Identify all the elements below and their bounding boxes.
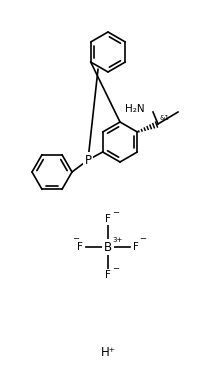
Text: &1: &1 (160, 115, 170, 121)
Text: B: B (104, 241, 112, 254)
Text: F: F (77, 242, 83, 252)
Text: H₂N: H₂N (125, 104, 145, 114)
Text: F: F (133, 242, 139, 252)
Text: −: − (112, 264, 119, 273)
Text: −: − (139, 234, 146, 243)
Text: −: − (112, 208, 119, 217)
Text: 3+: 3+ (112, 237, 122, 243)
Text: H⁺: H⁺ (101, 345, 115, 358)
Text: −: − (72, 234, 79, 243)
Text: P: P (84, 154, 92, 167)
Text: F: F (105, 214, 111, 224)
Text: F: F (105, 270, 111, 280)
